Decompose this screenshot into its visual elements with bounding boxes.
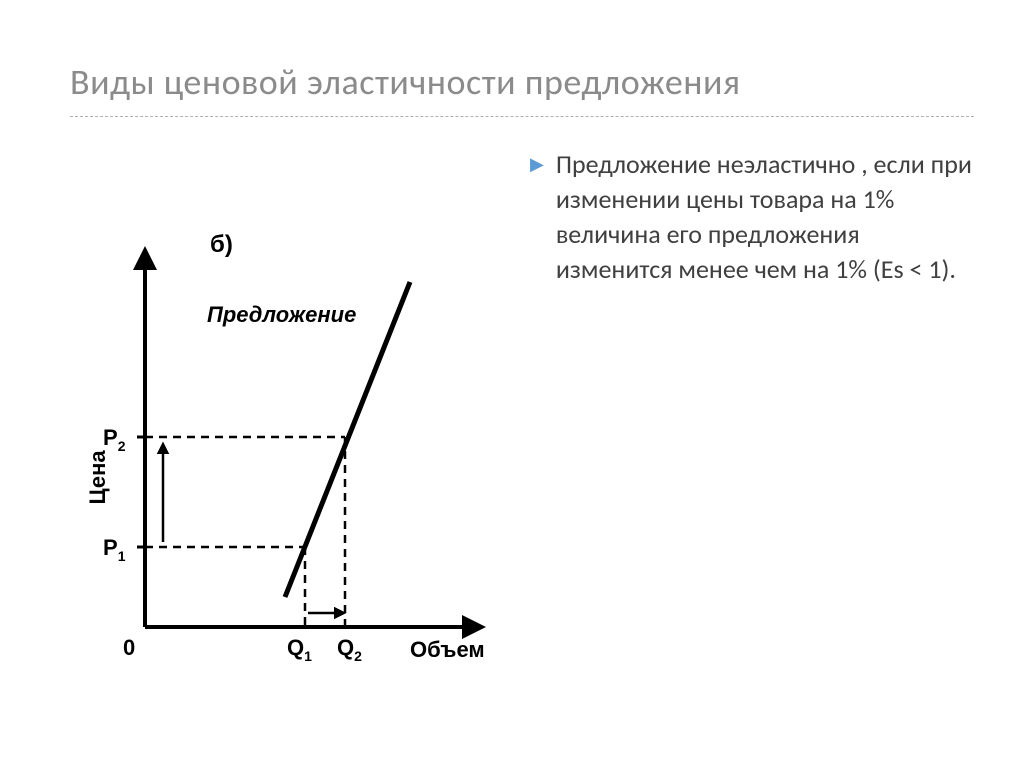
svg-text:P1: P1 [103,535,126,564]
svg-text:0: 0 [123,635,135,660]
svg-text:Объем: Объем [410,637,485,662]
supply-chart: Цена Объем 0 б) Предложение P1 P2 Q1 Q2 [70,227,510,707]
title-divider [70,116,974,117]
svg-text:Q2: Q2 [337,635,362,664]
svg-text:Предложение: Предложение [207,302,356,327]
chart-container: Цена Объем 0 б) Предложение P1 P2 Q1 Q2 [70,227,510,707]
content-row: Цена Объем 0 б) Предложение P1 P2 Q1 Q2 ▶ Предло… [70,147,974,707]
text-block: ▶ Предложение неэластично , если при изм… [510,147,974,287]
description-text: Предложение неэластично , если при измен… [556,147,974,287]
svg-text:Цена: Цена [85,450,110,505]
slide: Виды ценовой эластичности предложения Це… [0,0,1024,747]
svg-text:Q1: Q1 [287,635,312,664]
svg-text:P2: P2 [103,425,126,454]
bullet-icon: ▶ [530,153,544,175]
svg-text:б): б) [210,231,233,258]
slide-title: Виды ценовой эластичности предложения [70,60,974,104]
